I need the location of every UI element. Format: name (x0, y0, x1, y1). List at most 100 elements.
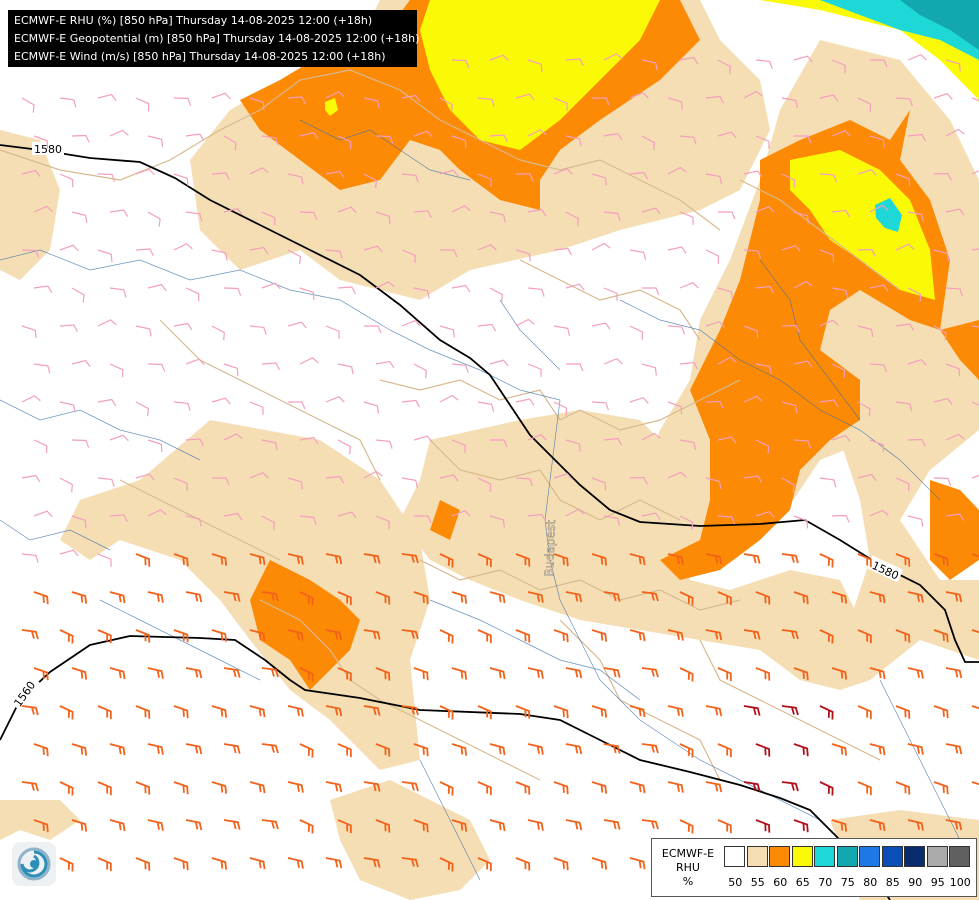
wind-barb (515, 781, 531, 795)
wind-barb (945, 128, 965, 137)
wind-barb (363, 325, 382, 334)
wind-barb (565, 819, 583, 831)
wind-barb (857, 473, 877, 482)
wind-barb (97, 705, 112, 720)
wind-barb (971, 553, 979, 566)
wind-barb (667, 705, 684, 717)
wind-barb (895, 477, 910, 492)
wind-barb (907, 133, 927, 142)
wind-barb (641, 135, 655, 151)
wind-barb (109, 209, 129, 217)
wind-barb (299, 667, 314, 682)
wind-barb (819, 94, 839, 102)
wind-barb (185, 211, 203, 222)
wind-barb (553, 629, 569, 643)
wind-barb (971, 705, 979, 718)
wind-barb (401, 477, 419, 488)
wind-barb (869, 204, 889, 213)
wind-barb (933, 397, 953, 406)
wind-barb (413, 667, 429, 681)
wind-barb (895, 243, 915, 251)
wind-barb (287, 553, 304, 565)
wind-barb (629, 705, 646, 718)
wind-barb (363, 245, 383, 253)
legend-level: 80 (863, 876, 878, 889)
wind-barb (933, 172, 952, 181)
wind-barb (933, 629, 949, 643)
wind-barb (793, 280, 813, 289)
wind-barb (97, 857, 112, 872)
wind-barb (591, 322, 611, 330)
wind-barb (603, 743, 621, 754)
wind-barb (591, 242, 611, 251)
wind-barb (945, 208, 965, 216)
wind-barb (299, 819, 314, 834)
wind-barb (211, 249, 228, 261)
wind-barb (603, 591, 621, 602)
wind-barb (173, 173, 189, 186)
wind-barb (173, 243, 193, 251)
legend-swatch (791, 846, 813, 867)
swirl-logo-icon (12, 842, 56, 886)
wind-barb (743, 90, 763, 99)
wind-barb (71, 667, 88, 680)
wind-barb (755, 743, 771, 757)
wind-barb (401, 173, 419, 183)
wind-barb (515, 477, 533, 487)
wind-barb (971, 325, 979, 336)
wind-barb (325, 249, 343, 259)
wind-barb (21, 395, 41, 403)
wind-barb (363, 173, 377, 189)
wind-barb (147, 743, 164, 755)
wind-barb (413, 515, 432, 524)
wind-barb (325, 91, 345, 99)
wind-barb (629, 781, 646, 794)
wind-barb (21, 325, 37, 338)
wind-barb (755, 363, 773, 374)
wind-barb (413, 819, 429, 833)
title-line: ECMWF-E Wind (m/s) [850 hPa] Thursday 14… (14, 50, 386, 63)
wind-barb (185, 358, 205, 366)
wind-barb (21, 169, 41, 178)
wind-barb (819, 249, 835, 263)
wind-barb (439, 857, 454, 872)
wind-barb (147, 667, 164, 679)
wind-barb (553, 472, 573, 480)
wind-barb (515, 553, 531, 567)
wind-barb (33, 285, 53, 293)
wind-barb (223, 512, 243, 521)
wind-barb (33, 667, 49, 681)
wind-barb (337, 591, 352, 606)
wind-barb (667, 97, 683, 110)
wind-barb (591, 705, 608, 718)
wind-barb (147, 819, 164, 831)
wind-barb (667, 629, 684, 641)
wind-barb (591, 477, 607, 491)
wind-barb (971, 167, 979, 175)
wind-barb (401, 94, 421, 103)
wind-barb (793, 515, 809, 529)
wind-barb (515, 857, 531, 871)
wind-barb (591, 629, 608, 642)
wind-barb (819, 477, 837, 488)
contour-label: 1580 (34, 143, 62, 156)
wind-barb (451, 59, 470, 68)
wind-barb (907, 438, 926, 447)
wind-barb (97, 398, 117, 407)
wind-barb (261, 362, 280, 371)
wind-barb (97, 629, 112, 644)
wind-barb (71, 591, 88, 604)
wind-barb (781, 173, 796, 188)
wind-barb (337, 439, 351, 455)
wind-barb (933, 781, 949, 795)
wind-barb (781, 629, 799, 640)
wind-barb (325, 475, 345, 484)
wind-barb (705, 629, 723, 641)
wind-barb (755, 439, 770, 454)
wind-barb (287, 781, 304, 793)
wind-barb (287, 401, 306, 410)
title-line: ECMWF-E Geopotential (m) [850 hPa] Thurs… (14, 32, 420, 45)
wind-barb (667, 553, 684, 565)
wind-barb (679, 743, 694, 758)
wind-barb (363, 781, 381, 792)
